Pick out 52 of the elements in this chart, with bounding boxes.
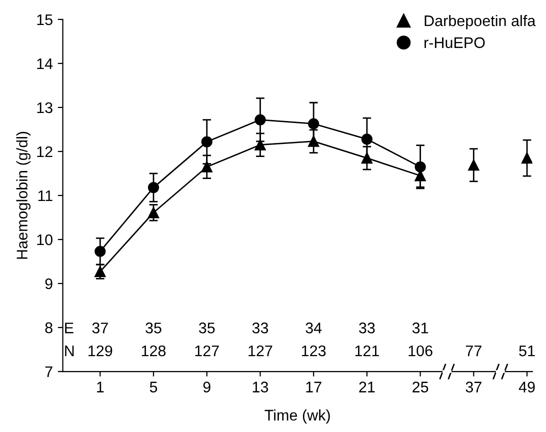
annotation: 51 [519,346,535,356]
y-tick-label: 15 [37,14,52,26]
point [361,134,372,145]
annotation: 37 [92,322,108,334]
point [308,118,320,130]
annotation: 127 [248,345,272,356]
annotation: 121 [355,345,379,356]
annotation: 35 [146,322,162,334]
x-tick-label: 21 [359,382,375,392]
y-tick-label: 10 [37,234,52,246]
x-tick-label: 1 [97,382,104,392]
annotation: 34 [306,322,322,334]
y-tick-label: 14 [37,58,53,69]
x-tick-label: 5 [150,382,158,392]
point [201,161,212,172]
annotation: 127 [195,345,219,356]
annotation: E [65,322,74,334]
point [201,136,212,148]
annotation: 129 [88,345,112,356]
annotation: 33 [252,322,268,334]
legend-label: r-HuEPO [424,37,485,48]
point [148,182,160,194]
point [254,114,266,126]
y-tick-label: 9 [45,278,52,290]
annotation: 128 [142,345,166,356]
x-tick-label: 37 [466,382,482,392]
y-tick-label: 7 [45,366,52,378]
x-tick-label: 13 [252,382,268,392]
point [308,136,320,147]
point [361,152,372,164]
point [254,139,266,150]
point [94,246,106,257]
x-axis-title: Time (wk) [264,409,330,424]
annotation: 31 [412,322,428,334]
legend-label: Darbepoetin alfa [424,14,536,30]
point [148,207,160,218]
x-tick-label: 25 [412,382,428,392]
x-tick-label: 17 [306,382,322,392]
y-tick-label: 12 [37,146,52,158]
x-tick-label: 49 [518,382,535,392]
y-tick-label: 11 [38,190,52,202]
y-axis-title: Haemoglobin (g/dl) [16,132,31,259]
annotation: 123 [302,345,326,356]
y-tick-label: 8 [45,322,52,334]
annotation: 33 [359,322,375,334]
annotation: N [65,346,74,356]
y-tick-label: 13 [37,102,52,114]
annotation: 106 [408,345,432,356]
point [414,161,426,172]
x-tick-label: 9 [203,382,210,392]
annotation: 35 [198,322,215,334]
annotation: 77 [466,346,482,356]
